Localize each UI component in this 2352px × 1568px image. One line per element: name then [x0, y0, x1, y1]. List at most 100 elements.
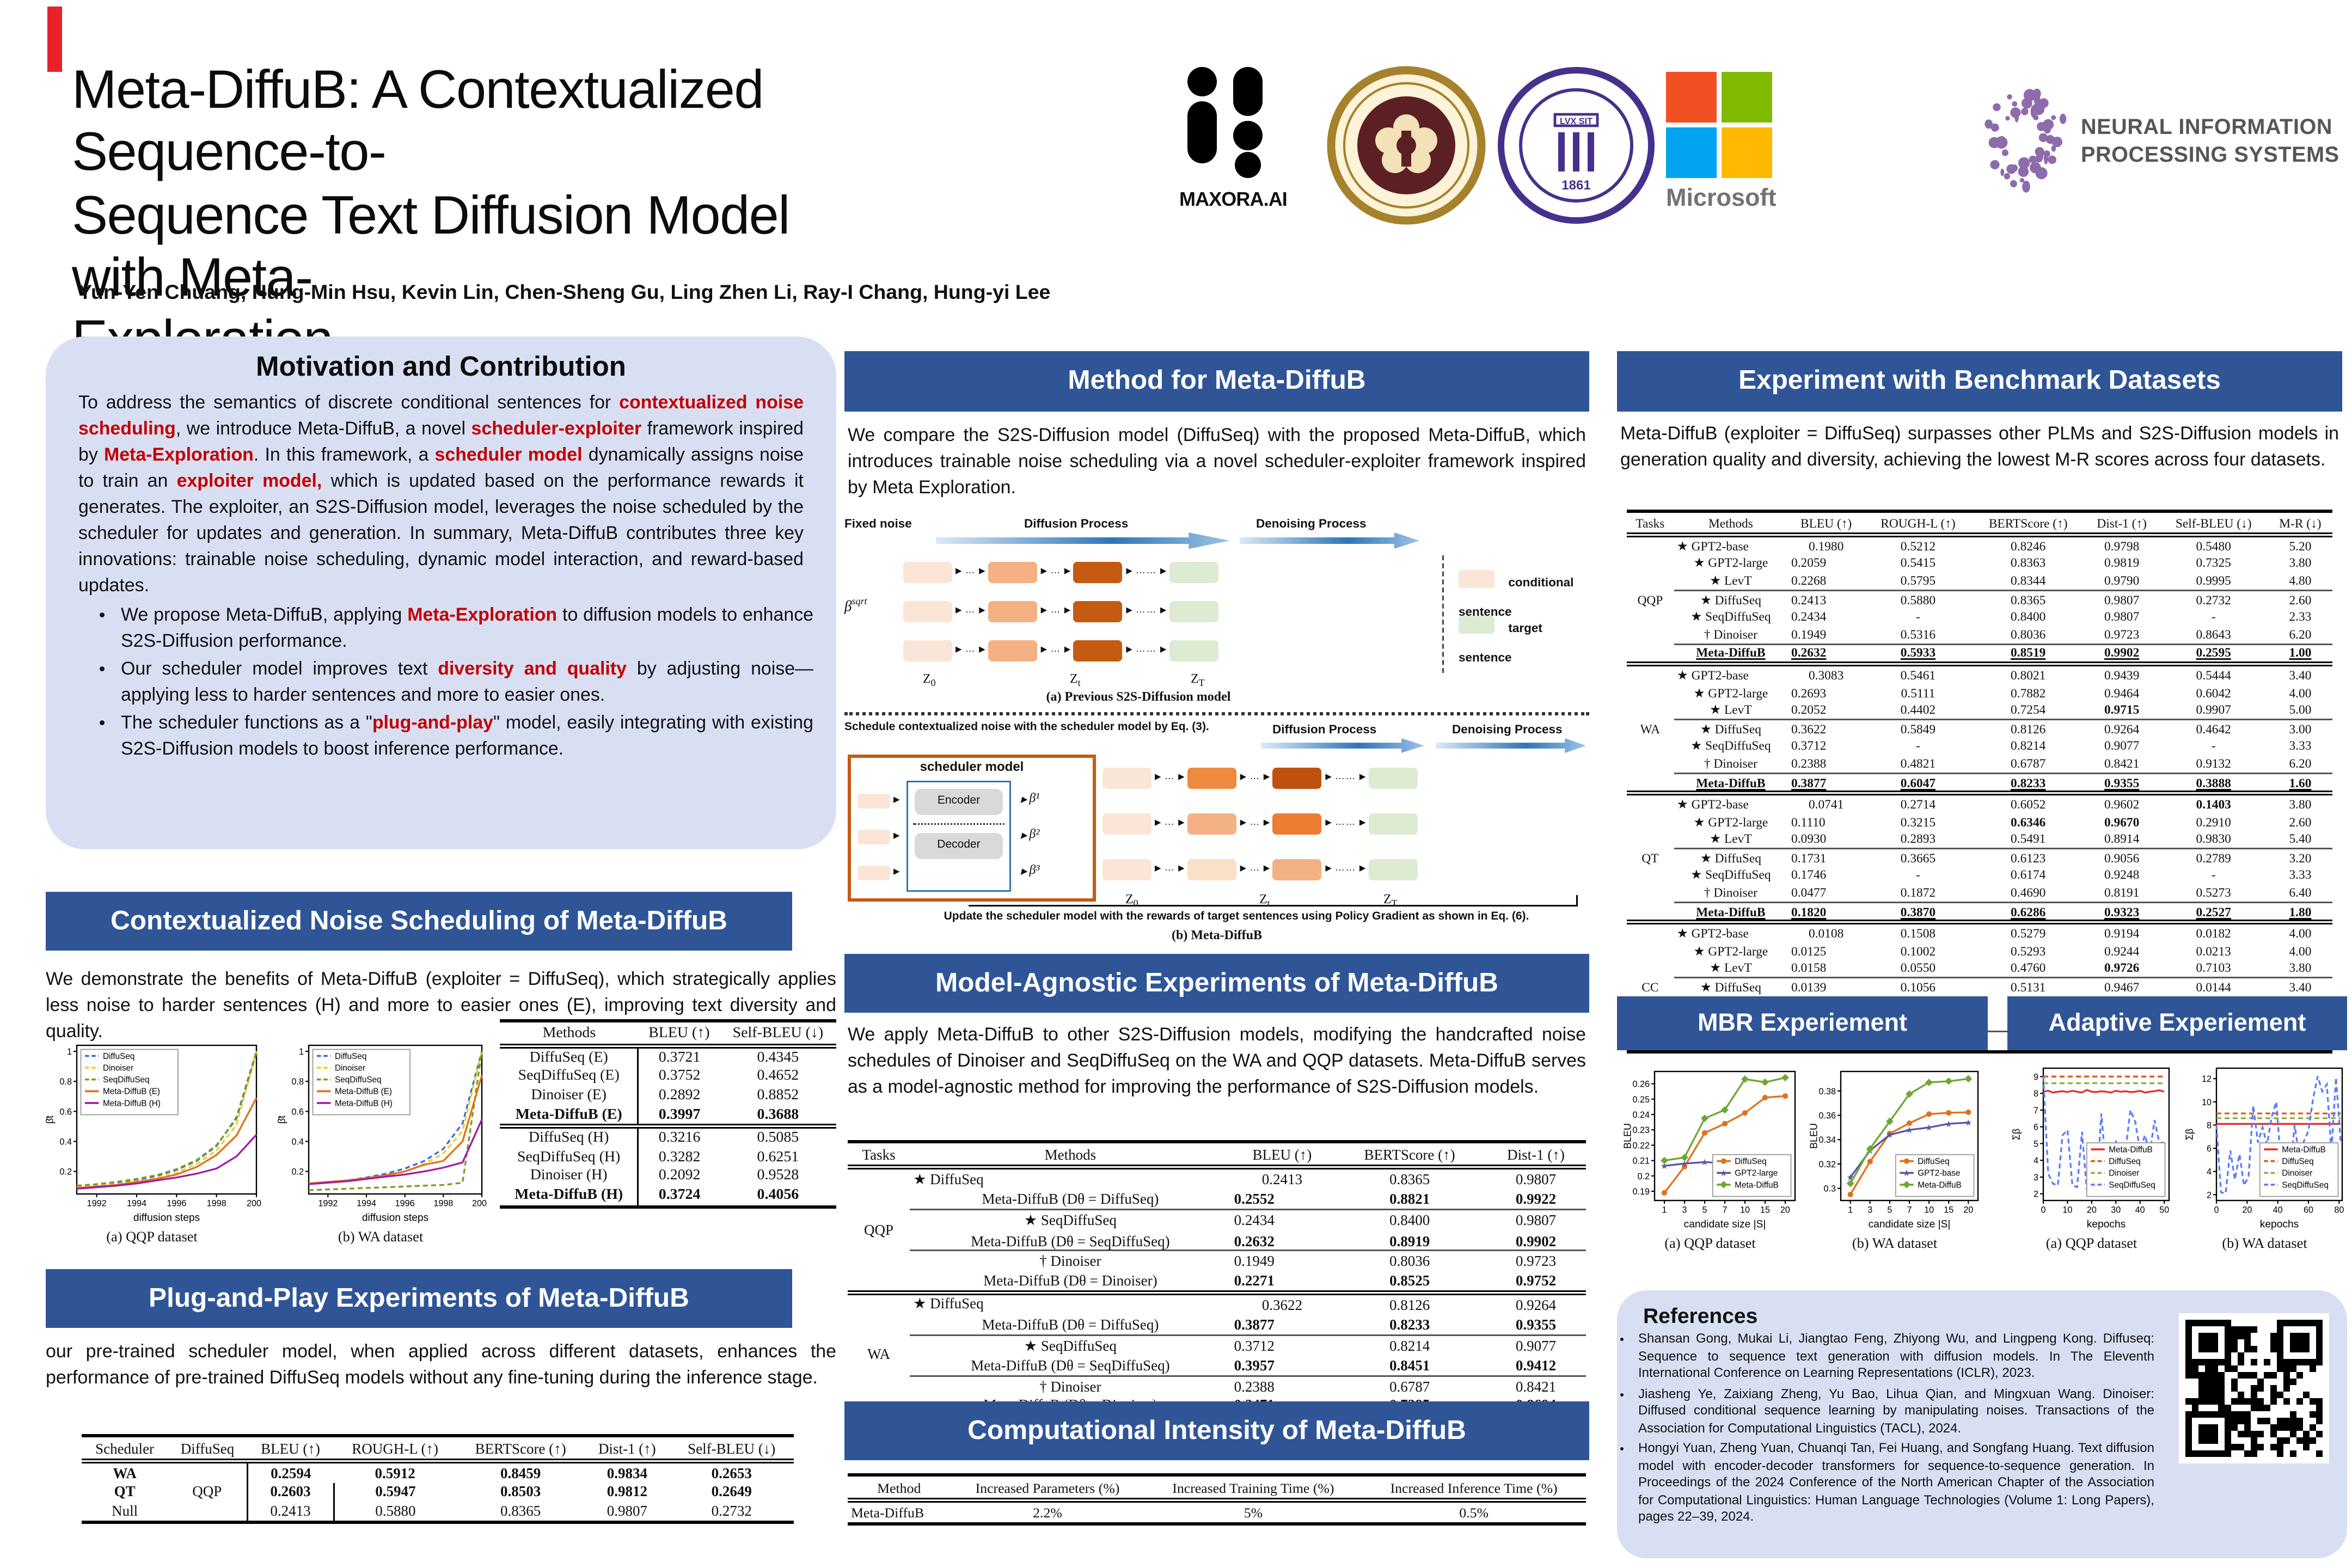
sentence-box — [1187, 767, 1237, 788]
svg-text:0.8: 0.8 — [291, 1077, 304, 1087]
z0-label-a: Z0 — [923, 671, 936, 689]
table-cell: 0.3688 — [757, 1106, 799, 1123]
sentence-box — [1169, 600, 1219, 622]
table-cell: 0.2893 — [1900, 831, 1936, 847]
sentence-box — [1169, 639, 1219, 661]
bullet-item: Our scheduler model improves text divers… — [121, 657, 813, 709]
svg-text:Σβ: Σβ — [2184, 1129, 2195, 1140]
scheduler-model-label: scheduler model — [920, 759, 1024, 774]
neurips-logo-mark — [1984, 88, 2067, 193]
table-cell: Meta-DiffuB (Dθ = Dinoiser) — [983, 1272, 1157, 1289]
reference-item: Shansan Gong, Mukai Li, Jiangtao Feng, Z… — [1638, 1331, 2154, 1383]
plug-table: Scheduler DiffuSeq BLEU (↑) ROUGH-L (↑) BERT… — [82, 1434, 794, 1524]
table-cell: ★ SeqDiffuSeq — [910, 1209, 1231, 1232]
table-cell: 6.20 — [2289, 627, 2312, 642]
sched-arrow-3: ▶ — [893, 867, 900, 877]
table-cell: 0.1731 — [1788, 848, 1865, 867]
denoising-process-label-a: Denoising Process — [1256, 516, 1367, 531]
mbr-chart-wa: 0.3 0.32 0.34 0.36 0.38 1 3 5 7 10 15 20 candidate s… — [1809, 1070, 1979, 1230]
table-cell: 0.9264 — [1485, 1289, 1586, 1315]
table-cell: 0.7882 — [2011, 685, 2046, 700]
svg-text:0.36: 0.36 — [1818, 1111, 1836, 1120]
svg-text:Meta-DiffuB (E): Meta-DiffuB (E) — [335, 1087, 392, 1097]
table-cell: 0.8919 — [1389, 1232, 1430, 1249]
svg-text:GPT2-large: GPT2-large — [1735, 1169, 1778, 1178]
reference-item: Jiasheng Ye, Zaixiang Zheng, Yu Bao, Lih… — [1638, 1386, 2154, 1438]
encoder-box: Encoder — [915, 789, 1003, 815]
noise-table-wrap: Methods BLEU (↑) Self-BLEU (↓) DiffuSeq (E)… — [500, 1019, 836, 1209]
table-cell: 0.9907 — [2196, 702, 2231, 718]
table-row: Meta-DiffuB (Dθ = DiffuSeq) 0.2552 0.8821 0… — [848, 1190, 1586, 1210]
flow-row: ▶… ▶ ▶… ▶ ▶…… ▶ — [1102, 800, 1418, 846]
table-cell: 0.5795 — [1900, 573, 1936, 588]
table-cell: 0.9194 — [2084, 920, 2159, 943]
table-cell: 0.3622 — [1230, 1289, 1334, 1315]
flow-arrow-icon: ▶ — [1178, 863, 1185, 873]
sched-arrow-2: ▶ — [893, 831, 900, 841]
table-cell: ★ DiffuSeq — [1673, 589, 1788, 609]
authors: Yun-Yen Chuang, Hung-Min Hsu, Kevin Lin,… — [78, 281, 1051, 304]
table-cell: Meta-DiffuB (Dθ = SeqDiffuSeq) — [971, 1232, 1170, 1249]
table-cell: ★ SeqDiffuSeq — [910, 1334, 1231, 1357]
svg-text:DiffuSeq: DiffuSeq — [1918, 1157, 1949, 1166]
table-cell: 0.9902 — [1515, 1232, 1557, 1249]
table-cell: 0.1980 — [1808, 538, 1844, 554]
table-cell: 0.8036 — [1333, 1250, 1486, 1271]
ellipsis: … — [965, 645, 976, 655]
svg-text:5: 5 — [1887, 1205, 1892, 1215]
svg-text:10: 10 — [1740, 1205, 1750, 1215]
flow-arrow-icon: ▶ — [1064, 605, 1071, 615]
table-cell: 0.9723 — [1485, 1250, 1586, 1271]
table-cell: Meta-DiffuB (Dθ = SeqDiffuSeq) — [971, 1357, 1170, 1374]
flow-arrow-icon: ▶ — [1040, 566, 1048, 576]
table-cell: 0.7254 — [2011, 702, 2046, 718]
table-row: Dinoiser (E) 0.2892 0.8852 — [500, 1086, 836, 1106]
table-row: WA QQP 0.2594 0.5912 0.8459 0.9834 0.2653 — [82, 1461, 794, 1522]
table-cell: 0.9723 — [2104, 627, 2140, 642]
table-cell: ★ DiffuSeq — [1673, 718, 1788, 738]
table-cell: 0.2789 — [2159, 848, 2268, 867]
task-label-cell: QT — [1627, 791, 1674, 923]
beta-sup: sqrt — [852, 598, 867, 608]
ellipsis: …… — [1334, 818, 1356, 828]
table-cell: 0.1403 — [2159, 791, 2268, 813]
table-cell: DiffuSeq (H) — [500, 1124, 640, 1148]
ellipsis: …… — [1135, 567, 1157, 577]
svg-text:0.38: 0.38 — [1818, 1087, 1836, 1097]
svg-text:2: 2 — [2207, 1190, 2212, 1200]
ms-square-red — [1666, 72, 1717, 122]
table-cell: 0.6052 — [1971, 791, 2085, 813]
flow-arrow-icon: ▶ — [1325, 817, 1332, 828]
table-row: ★ DiffuSeq 0.3622 0.5849 0.8126 0.9264 0.4642… — [1627, 718, 2332, 738]
svg-text:1994: 1994 — [127, 1199, 146, 1209]
table-cell: 1.00 — [2268, 642, 2332, 664]
table-cell: 0.0144 — [2159, 977, 2268, 996]
table-cell: 0.9528 — [757, 1168, 799, 1185]
table-cell: WA — [113, 1465, 137, 1481]
beta2-label: ▶ β² — [1021, 826, 1040, 841]
plug-section-header: Plug-and-Play Experiments of Meta-DiffuB — [46, 1269, 792, 1328]
table-cell: 0.9807 — [607, 1502, 647, 1519]
flow-row: ▶… ▶ ▶… ▶ ▶…… ▶ — [1102, 755, 1418, 800]
table-cell: ★ LevT — [1710, 831, 1752, 847]
table-cell: SeqDiffuSeq (E) — [500, 1067, 640, 1087]
table-cell: - — [1916, 738, 1920, 754]
table-cell: 0.6787 — [1333, 1375, 1486, 1396]
noise-table: Methods BLEU (↑) Self-BLEU (↓) DiffuSeq (E)… — [500, 1019, 836, 1209]
svg-text:DiffuSeq: DiffuSeq — [103, 1052, 134, 1061]
sentence-box — [903, 600, 952, 622]
table-cell: ★ GPT2-base — [1673, 791, 1788, 813]
table-cell: 0.7325 — [2196, 556, 2231, 571]
noise-section-header: Contextualized Noise Scheduling of Meta-… — [46, 892, 792, 951]
table-cell: 0.9077 — [1485, 1334, 1586, 1357]
svg-text:0.22: 0.22 — [1632, 1141, 1650, 1150]
ellipsis: … — [1250, 818, 1260, 828]
flow-arrow-icon: ▶ — [979, 605, 985, 615]
svg-text:15: 15 — [1760, 1205, 1770, 1215]
table-cell: 0.9355 — [2084, 772, 2159, 794]
svg-text:★: ★ — [1906, 1125, 1914, 1135]
method-section-header: Method for Meta-DiffuB — [844, 351, 1589, 412]
flow-arrow-icon: ▶ — [1064, 644, 1071, 654]
svg-text:Meta-DiffuB: Meta-DiffuB — [2282, 1146, 2325, 1155]
ellipsis: … — [1250, 864, 1260, 874]
